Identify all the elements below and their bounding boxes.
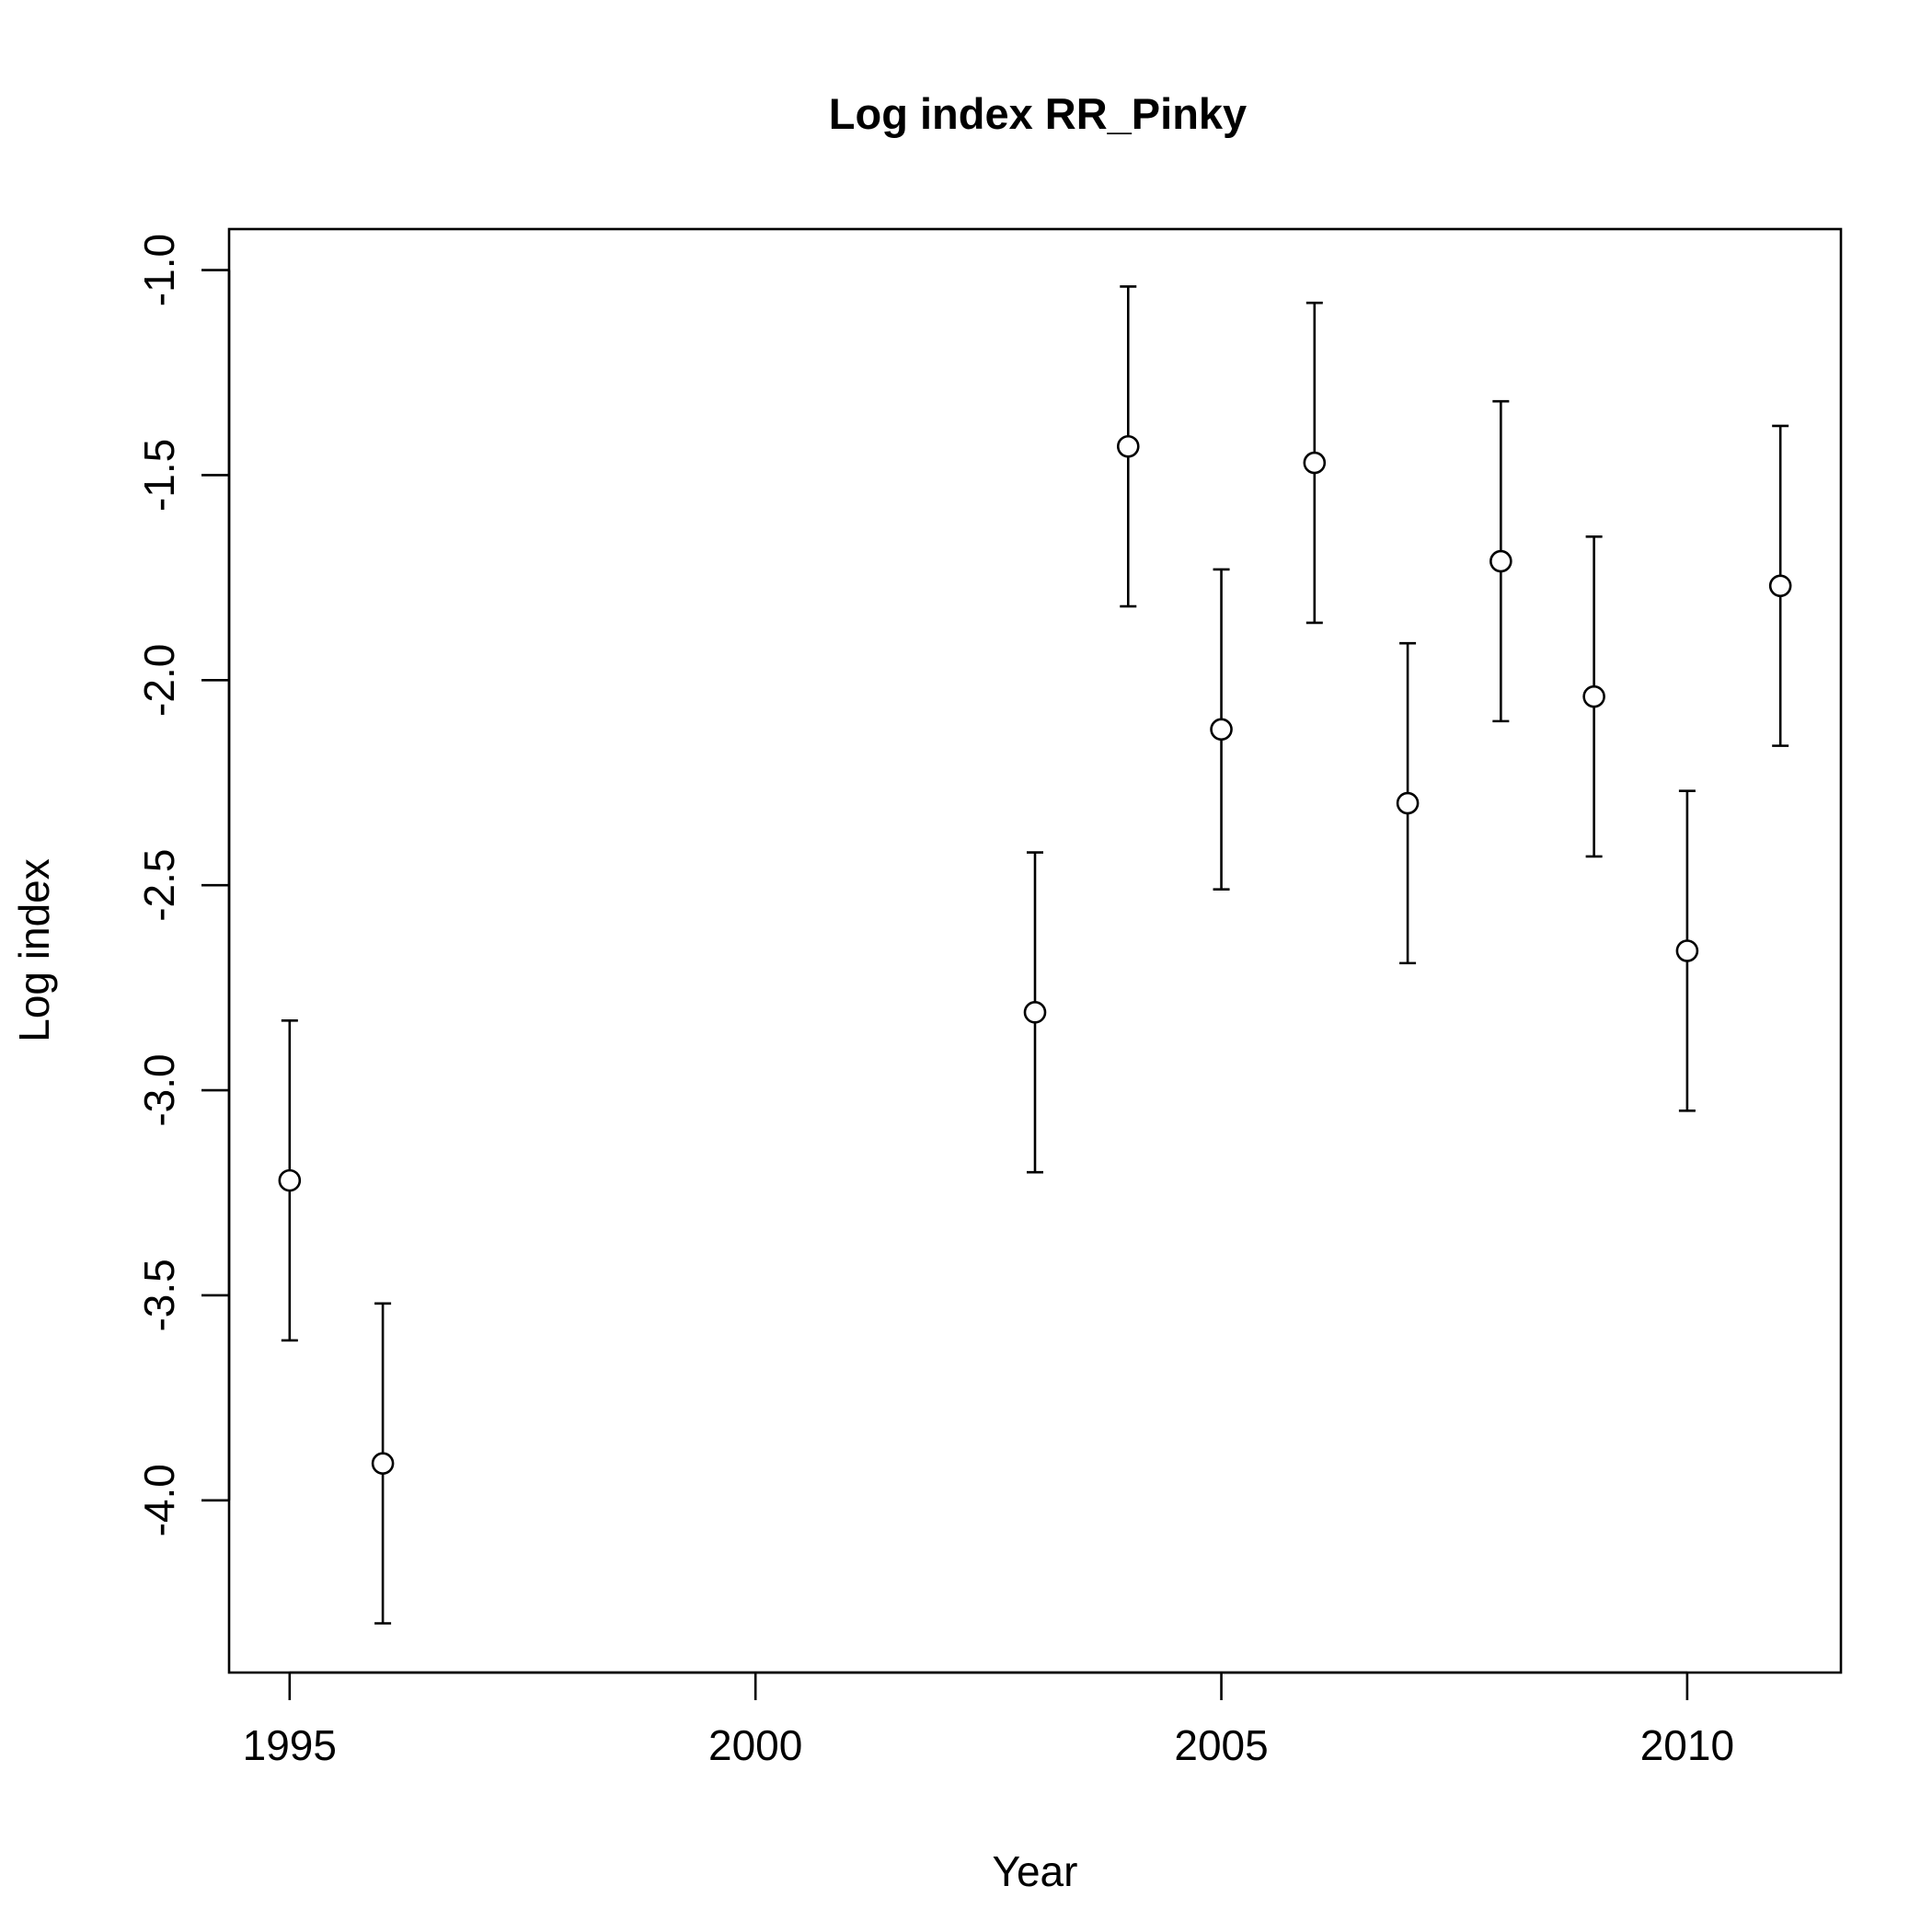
x-tick-label: 2005 [1174, 1721, 1268, 1769]
data-series [278, 285, 1792, 1625]
y-tick-label: -2.5 [135, 849, 183, 922]
data-point [1210, 718, 1233, 742]
y-axis: -4.0 -3.5 -3.0 -2.5 -2.0 -1.5 -1.0 [135, 234, 231, 1536]
data-point-group [1303, 301, 1327, 625]
x-tick-label: 1995 [243, 1721, 337, 1769]
data-point-group [1675, 789, 1699, 1112]
data-point-group [1396, 641, 1420, 965]
x-axis: 1995 2000 2005 2010 [243, 1671, 1734, 1769]
data-point [1489, 549, 1512, 573]
data-point [1582, 684, 1605, 708]
x-tick-label: 2010 [1640, 1721, 1734, 1769]
data-point [1768, 574, 1792, 598]
data-point [1675, 939, 1699, 962]
data-point-group [1768, 424, 1792, 747]
data-point [1303, 451, 1327, 475]
y-tick-label: -3.5 [135, 1259, 183, 1331]
data-point-group [1489, 399, 1512, 723]
y-tick-label: -3.0 [135, 1053, 183, 1126]
data-point-group [278, 1018, 302, 1342]
y-tick-label: -2.0 [135, 644, 183, 717]
y-tick-label: -1.0 [135, 234, 183, 306]
data-point [1396, 791, 1420, 815]
data-point [371, 1452, 395, 1475]
data-point-group [371, 1302, 395, 1625]
y-tick-label: -4.0 [135, 1464, 183, 1536]
data-point-group [1023, 851, 1047, 1174]
y-tick-label: -1.5 [135, 439, 183, 512]
data-point [1023, 1001, 1047, 1024]
x-tick-label: 2000 [708, 1721, 802, 1769]
y-axis-label: Log index [10, 858, 58, 1042]
data-point-group [1582, 535, 1605, 858]
chart-title: Log index RR_Pinky [829, 89, 1247, 138]
data-point [278, 1168, 302, 1192]
data-point-group [1210, 568, 1233, 891]
data-point-group [1116, 285, 1140, 608]
x-axis-label: Year [993, 1847, 1078, 1895]
data-point [1116, 434, 1140, 458]
